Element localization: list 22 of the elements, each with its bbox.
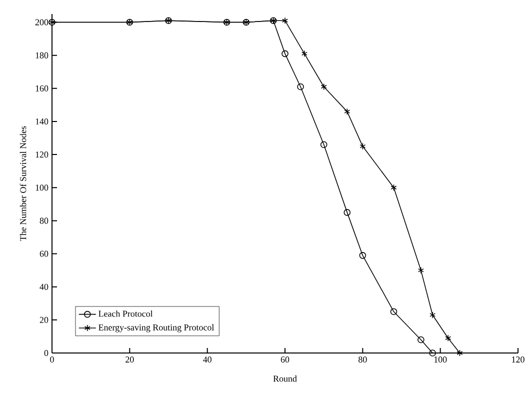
x-axis-title: Round bbox=[273, 375, 297, 382]
x-tick-label: 20 bbox=[126, 356, 134, 363]
y-tick-label: 160 bbox=[36, 85, 48, 92]
y-tick-label: 0 bbox=[44, 350, 48, 356]
x-tick-label: 60 bbox=[280, 356, 290, 363]
y-tick-label: 20 bbox=[40, 316, 48, 323]
y-tick-label: 60 bbox=[40, 250, 48, 257]
legend-label: Leach Protocol bbox=[98, 310, 153, 317]
y-tick-label: 120 bbox=[36, 152, 48, 158]
y-tick-label: 140 bbox=[36, 118, 48, 125]
y-tick-label: 100 bbox=[36, 184, 48, 191]
y-axis-title: The Number Of Survival Nodes bbox=[20, 126, 26, 241]
x-tick-label: 0 bbox=[50, 356, 54, 363]
x-tick-label: 40 bbox=[203, 356, 212, 363]
x-tick-label: 80 bbox=[358, 356, 367, 363]
legend-label: Energy-saving Routing Protocol bbox=[98, 324, 214, 332]
x-tick-label: 100 bbox=[434, 356, 447, 363]
y-tick-label: 80 bbox=[40, 218, 48, 224]
y-tick-label: 40 bbox=[40, 284, 48, 290]
x-tick-label: 120 bbox=[512, 356, 524, 363]
y-tick-label: 200 bbox=[35, 19, 48, 26]
y-tick-label: 180 bbox=[36, 52, 48, 58]
